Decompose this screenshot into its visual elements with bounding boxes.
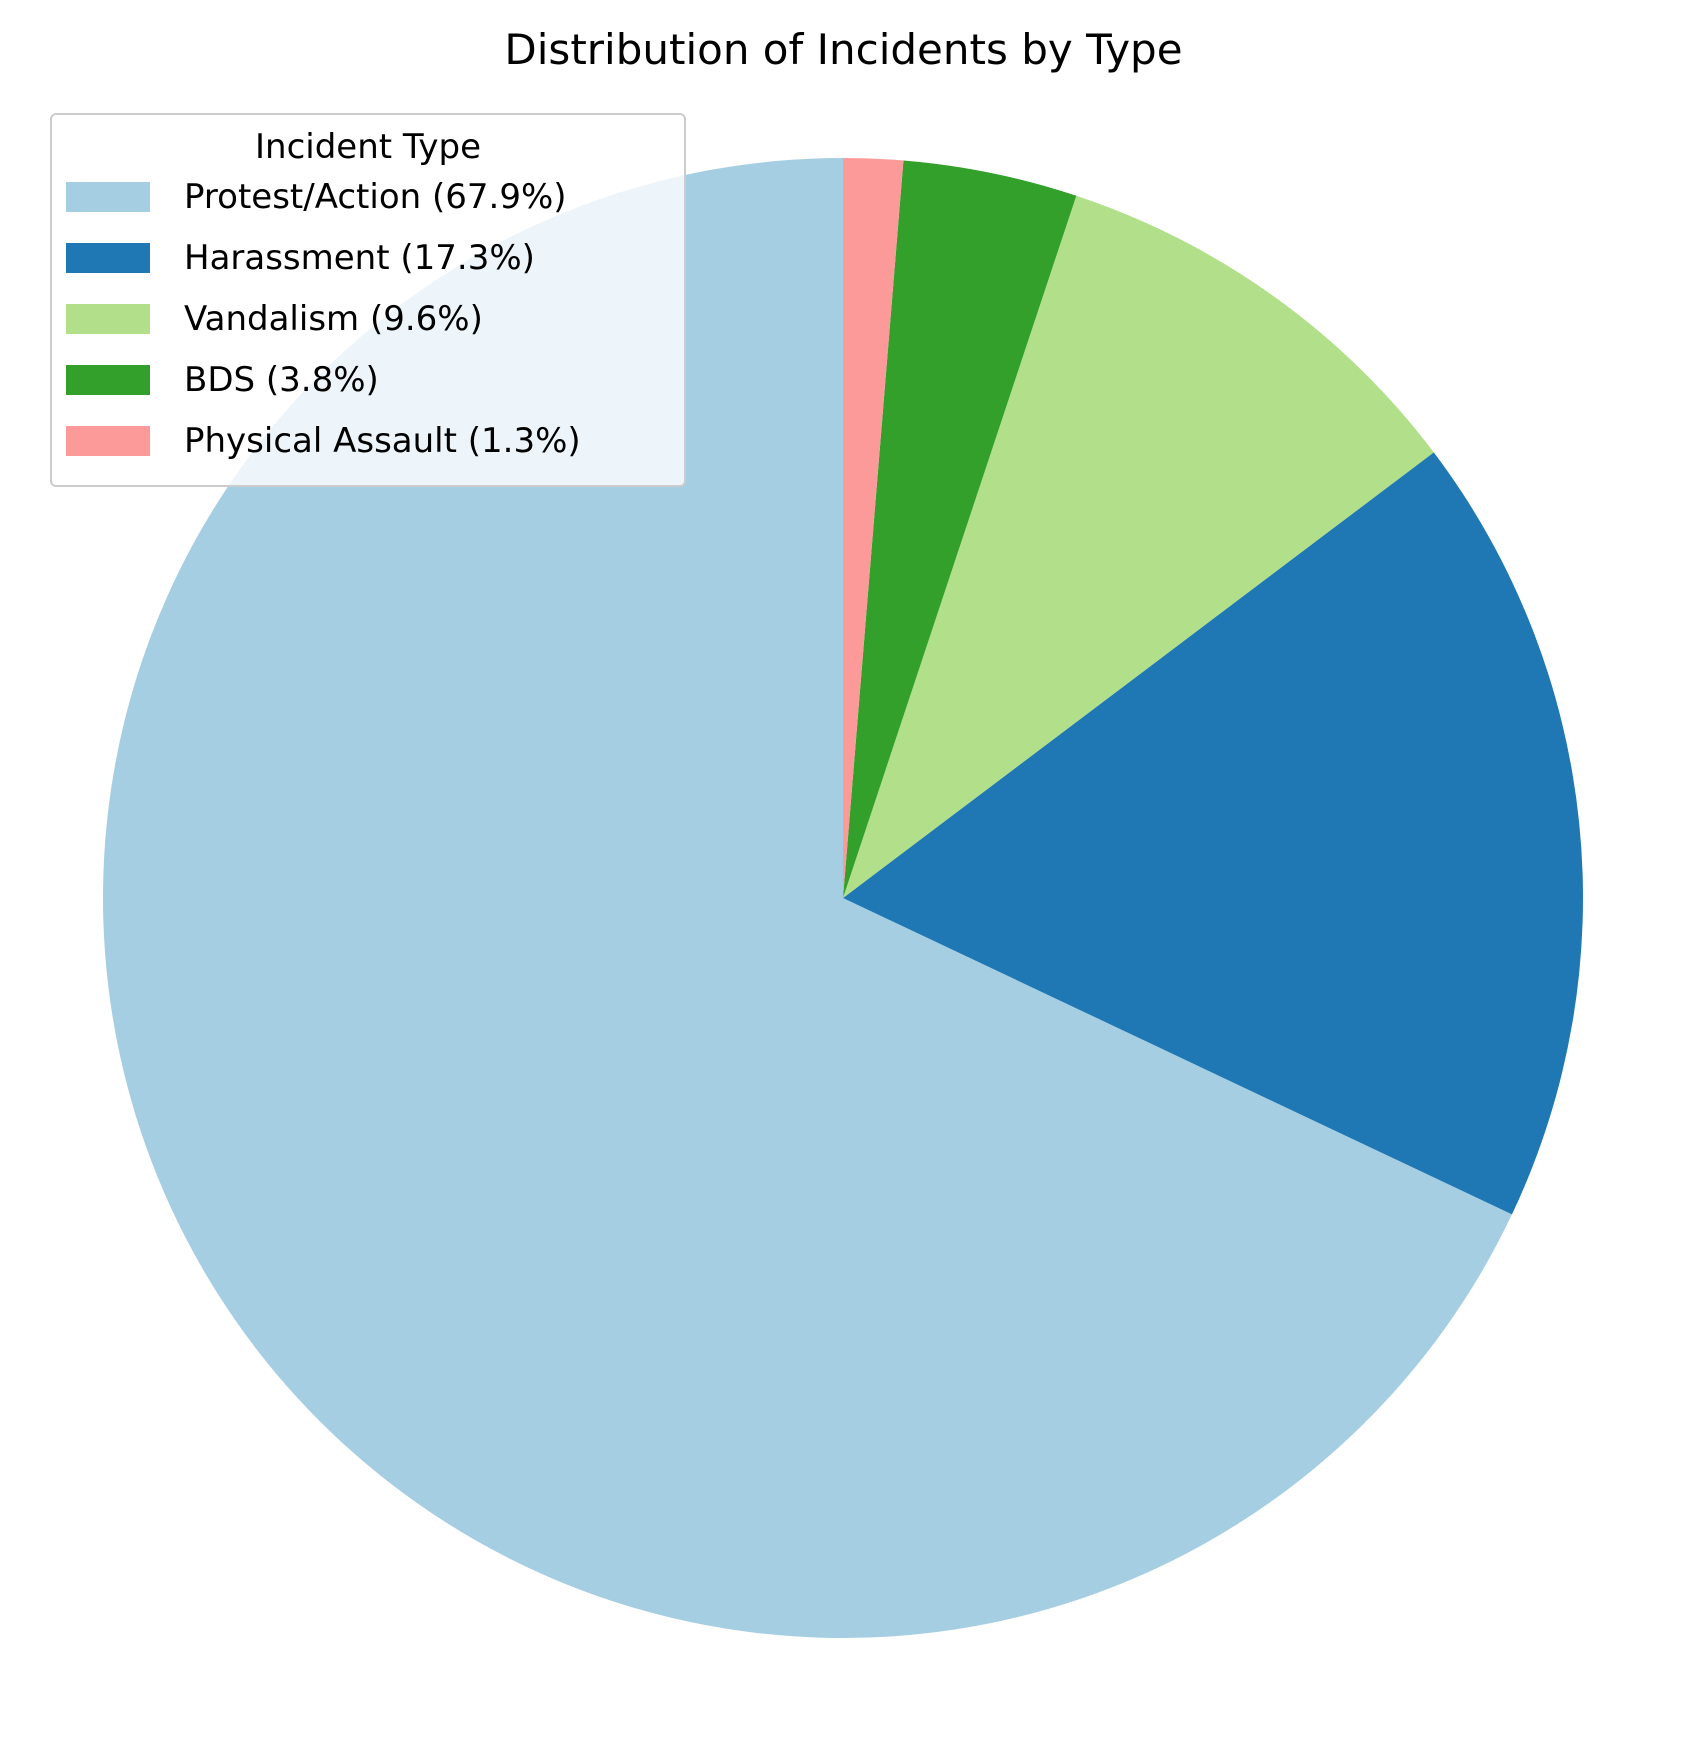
pie-slices (103, 158, 1584, 1638)
pie-slice-bds (843, 160, 1077, 899)
legend: Incident Type Protest/Action (67.9%) Har… (50, 113, 686, 487)
chart-title: Distribution of Incidents by Type (504, 25, 1183, 74)
legend-label-physical-assault: Physical Assault (1.3%) (184, 421, 581, 461)
pie-slice-physical-assault (843, 158, 904, 898)
legend-item-bds: BDS (3.8%) (66, 360, 379, 400)
pie-slice-vandalism (843, 195, 1434, 899)
legend-item-harassment: Harassment (17.3%) (66, 238, 535, 278)
legend-label-bds: BDS (3.8%) (184, 360, 379, 400)
legend-item-vandalism: Vandalism (9.6%) (66, 299, 483, 339)
legend-item-protest-action: Protest/Action (67.9%) (66, 177, 567, 217)
legend-swatch-bds (66, 365, 150, 395)
legend-swatch-vandalism (66, 304, 150, 334)
pie-slice-harassment (843, 452, 1584, 1215)
legend-swatch-harassment (66, 243, 150, 273)
legend-label-harassment: Harassment (17.3%) (184, 238, 535, 278)
legend-label-protest-action: Protest/Action (67.9%) (184, 177, 567, 217)
legend-swatch-physical-assault (66, 426, 150, 456)
legend-label-vandalism: Vandalism (9.6%) (184, 299, 483, 339)
legend-swatch-protest-action (66, 182, 150, 212)
pie-slice-protest-action (103, 158, 1512, 1638)
legend-title: Incident Type (255, 127, 481, 167)
legend-item-physical-assault: Physical Assault (1.3%) (66, 421, 581, 461)
